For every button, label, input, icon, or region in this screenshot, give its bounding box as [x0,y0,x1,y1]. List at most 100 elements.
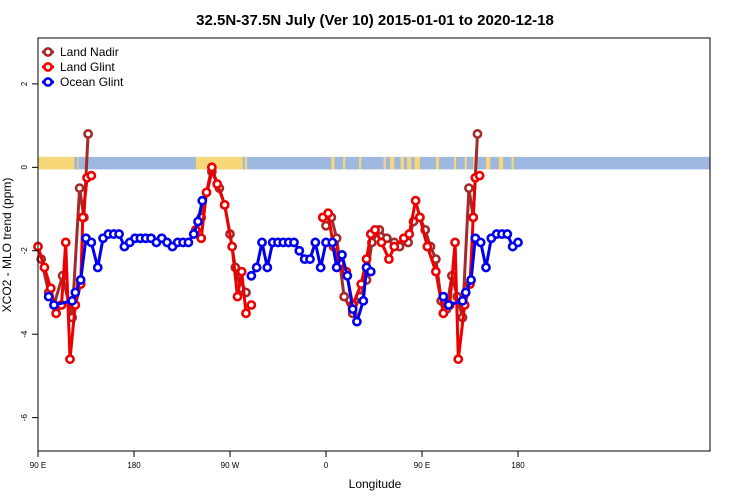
data-point [183,237,194,248]
data-point [513,237,523,248]
legend-label: Land Nadir [60,45,119,59]
land-segment [244,156,248,170]
data-point [457,295,468,306]
y-tick-label: 0 [20,165,29,170]
data-point [404,229,415,239]
land-segment [400,156,404,170]
data-point [74,183,85,194]
data-point [481,262,491,273]
y-tick-label: -2 [20,247,29,255]
data-point [193,216,203,227]
x-tick-label: 0 [324,461,329,470]
data-point [257,237,267,248]
data-point [294,245,305,256]
data-point [339,291,350,302]
data-point [219,199,230,210]
x-tick-label: 180 [511,461,525,470]
data-point [422,241,433,252]
series-ocean-glint [43,195,523,327]
land-segment [77,156,79,170]
data-point [45,283,56,294]
land-segment [383,156,386,170]
legend-marker [43,77,53,87]
data-point [474,170,485,181]
data-point [466,275,476,285]
data-point [475,237,486,248]
y-tick-label: 2 [20,81,29,86]
x-tick-label: 90 W [221,461,240,470]
data-point [60,237,71,248]
data-point [502,229,513,239]
land-segment [38,156,75,170]
data-point [241,308,251,319]
land-segment [464,156,467,170]
land-segment [473,156,476,170]
data-point [361,254,372,265]
plot-area [33,129,710,365]
land-segment [511,156,514,170]
data-point [376,237,387,248]
legend-item: Land Nadir [42,45,119,59]
data-point [227,241,238,252]
data-point [389,241,400,252]
legend-label: Land Glint [60,60,115,74]
data-point [384,254,394,265]
y-axis: 2 0 -2 -4 -6 [20,81,38,421]
data-point [86,170,97,181]
data-point [342,270,353,281]
data-point [188,229,199,239]
data-point [410,195,421,206]
land-segment [343,156,346,170]
data-point [212,179,223,189]
x-axis-label: Longitude [349,477,402,491]
data-point [315,262,326,273]
land-segment [195,156,243,170]
data-point [39,262,50,273]
data-point [453,354,464,365]
data-point [197,195,208,206]
data-point [323,208,334,219]
land-segment [331,156,335,170]
legend-label: Ocean Glint [60,75,124,89]
data-point [70,287,81,298]
data-point [347,304,358,315]
data-point [262,262,273,273]
data-point [92,262,103,273]
data-point [43,291,54,302]
data-point [414,212,425,223]
chart-title: 32.5N-37.5N July (Ver 10) 2015-01-01 to … [196,12,554,29]
legend-item: Land Glint [42,60,115,74]
data-point [443,300,454,310]
data-point [114,229,124,239]
ocean-strip [38,156,710,170]
legend-item: Ocean Glint [42,75,124,89]
data-point [472,129,483,139]
y-tick-label: -6 [20,414,29,422]
land-segment [498,156,504,170]
data-point [196,233,207,244]
land-segment [486,156,491,170]
data-point [77,212,88,223]
legend-marker [43,47,53,57]
data-point [206,162,217,173]
data-point [246,300,257,310]
data-point [430,266,441,277]
data-point [365,266,376,277]
data-point [450,237,460,248]
data-point [289,237,299,248]
data-point [438,291,449,302]
data-point [236,266,247,277]
data-point [251,262,262,273]
data-point [358,295,369,306]
x-tick-label: 180 [127,461,141,470]
data-point [337,250,347,260]
data-point [327,237,338,248]
x-axis: 90 E 180 90 W 0 90 E 180 [30,451,525,470]
data-point [49,300,59,310]
y-axis-label: XCO2 - MLO trend (ppm) [0,178,14,313]
data-point [305,254,315,265]
data-point [232,291,243,302]
plot-frame [37,37,711,452]
